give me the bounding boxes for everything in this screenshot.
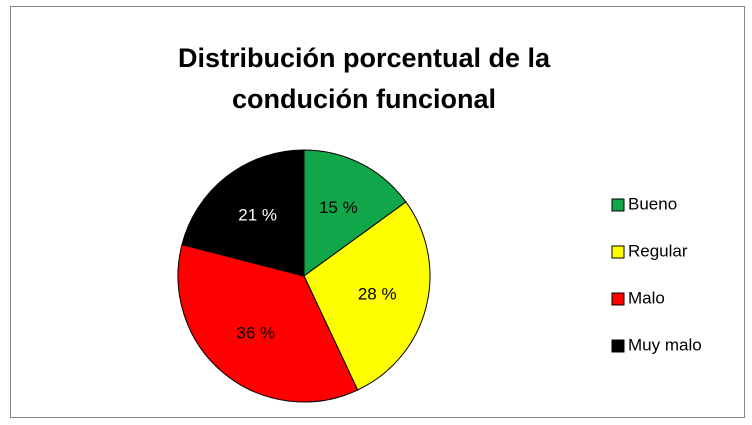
- data-label: 15 %: [319, 198, 358, 217]
- pie-slice: [303, 201, 431, 391]
- chart-title: condución funcional: [232, 84, 496, 114]
- legend-swatch: [611, 245, 625, 259]
- legend-label: Muy malo: [628, 335, 702, 354]
- legend-label: Bueno: [628, 194, 677, 213]
- data-label: 21 %: [238, 206, 277, 225]
- pie-slice: [181, 149, 305, 277]
- chart-title: Distribución porcentual de la: [178, 43, 551, 73]
- data-label: 28 %: [358, 284, 397, 303]
- legend-label: Malo: [628, 288, 665, 307]
- legend-label: Regular: [628, 241, 688, 260]
- pie-slice: [177, 244, 359, 403]
- pie-slice: [303, 149, 407, 277]
- data-label: 36 %: [236, 324, 275, 343]
- legend-swatch: [611, 198, 625, 212]
- legend-swatch: [611, 339, 625, 353]
- legend-swatch: [611, 292, 625, 306]
